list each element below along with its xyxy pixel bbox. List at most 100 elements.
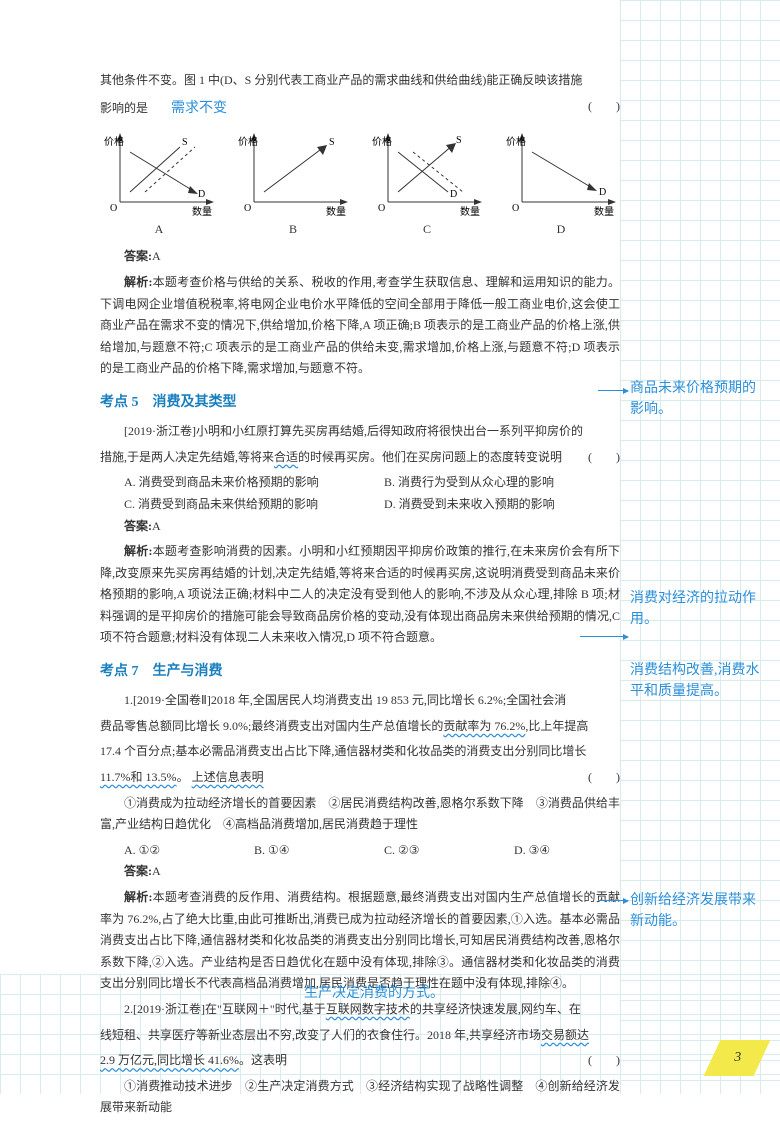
arrow-kp7c [598, 900, 628, 901]
kp7-heading: 考点 7 生产与消费 [100, 659, 620, 684]
kp7-q2-s2a: 线短租、共享医疗等新业态层出不穷,改变了人们的衣食住行。2018 年,共享经济市… [100, 1028, 541, 1042]
kp5-optC: C. 消费受到商品未来供给预期的影响 [100, 494, 360, 516]
kp5-stem2c: 的时候再买房。他们在买房问题上的态度转变说明 [298, 450, 562, 464]
kp7-q1-s4b: 。 [177, 770, 189, 784]
kp7-q1-paren: ( ) [588, 767, 620, 789]
kp7-q1-optA: A. ①② [100, 840, 230, 862]
svg-text:价格: 价格 [104, 135, 124, 148]
kp7-q1-opts: A. ①② B. ①④ C. ②③ D. ③④ [100, 840, 620, 862]
chart-a-svg: 价格 数量 O D S [100, 127, 218, 217]
svg-text:数量: 数量 [460, 205, 480, 217]
chart-b: 价格 数量 O S B [234, 127, 352, 241]
kp7-q1-s4c: 上述信息表明 [192, 770, 264, 784]
main-content: 其他条件不变。图 1 中(D、S 分别代表工商业产品的需求曲线和供给曲线)能正确… [100, 70, 620, 1123]
intro-line1: 其他条件不变。图 1 中(D、S 分别代表工商业产品的需求曲线和供给曲线)能正确… [100, 70, 620, 92]
svg-text:O: O [244, 203, 251, 214]
hw-note-kp7b: 消费结构改善,消费水平和质量提高。 [630, 660, 760, 702]
kp7-q1-ana-label: 解析: [124, 890, 152, 904]
kp7-q1-s2a: 费品零售总额同比增长 9.0%;最终消费支出对国内生产总值增长的 [100, 719, 443, 733]
kp7-q1-optB: B. ①④ [230, 840, 360, 862]
kp5-optA: A. 消费受到商品未来价格预期的影响 [100, 472, 360, 494]
kp7-q1-circ: ①消费成为拉动经济增长的首要因素 ②居民消费结构改善,恩格尔系数下降 ③消费品供… [100, 793, 620, 836]
kp5-paren: ( ) [588, 447, 620, 469]
page-number: 3 [734, 1045, 741, 1070]
chart-a-label: A [100, 219, 218, 241]
kp7-q2-stem3: 2.9 万亿元,同比增长 41.6%。这表明 ( ) [100, 1050, 620, 1072]
kp5-ans-v: A [152, 519, 161, 533]
svg-text:S: S [182, 137, 188, 148]
hw-note-kp7c: 创新给经济发展带来新动能。 [630, 890, 760, 932]
kp7-q1-s3: 17.4 个百分点;基本必需品消费支出占比下降,通信器材类和化妆品类的消费支出分… [100, 741, 620, 763]
kp7-q1-s2c: ,比上年提高 [525, 719, 588, 733]
kp5-optD: D. 消费受到未来收入预期的影响 [360, 494, 620, 516]
kp5-stem2: 措施,于是两人决定先结婚,等将来合适的时候再买房。他们在买房问题上的态度转变说明… [100, 447, 620, 469]
kp7-q1-ans-label: 答案: [124, 864, 152, 878]
kp5-ans-label: 答案: [124, 519, 152, 533]
kp5-stem1: [2019·浙江卷]小明和小红原打算先买房再结婚,后得知政府将很快出台一系列平抑… [100, 421, 620, 443]
svg-text:价格: 价格 [506, 135, 526, 148]
kp7-q2-stem2: 线短租、共享医疗等新业态层出不穷,改变了人们的衣食住行。2018 年,共享经济市… [100, 1025, 620, 1047]
answer-label: 答案: [124, 249, 152, 263]
kp7-q2-paren: ( ) [588, 1050, 620, 1072]
paren-blank-0: ( ) [588, 96, 620, 118]
kp5-ans: 答案:A [100, 516, 620, 538]
kp7-q1-ans: 答案:A [100, 861, 620, 883]
svg-text:D: D [450, 189, 457, 200]
intro-line2: 影响的是 需求不变 ( ) [100, 96, 620, 121]
kp7-q1-s1: 1.[2019·全国卷Ⅱ]2018 年,全国居民人均消费支出 19 853 元,… [100, 690, 620, 712]
svg-text:数量: 数量 [594, 205, 614, 217]
svg-text:D: D [198, 189, 205, 200]
kp7-q1-s2b: 贡献率为 76.2% [443, 719, 525, 733]
kp7-q1-ans-v: A [152, 864, 161, 878]
chart-d-svg: 价格 数量 O D [502, 127, 620, 217]
svg-text:价格: 价格 [372, 135, 392, 148]
kp7-q1-ana-text: 本题考查消费的反作用、消费结构。根据题意,最终消费支出对国内生产总值增长的贡献率… [100, 890, 620, 990]
kp7-q2-stem1: 生产决定消费的方式。 2.[2019·浙江卷]在"互联网＋"时代,基于互联网数字… [100, 999, 620, 1021]
kp7-q1-optC: C. ②③ [360, 840, 490, 862]
svg-text:D: D [599, 187, 606, 198]
svg-text:数量: 数量 [192, 205, 212, 217]
q1-analysis-text: 本题考查价格与供给的关系、税收的作用,考查学生获取信息、理解和运用知识的能力。下… [100, 275, 620, 375]
kp5-ana-label: 解析: [124, 544, 152, 558]
svg-text:O: O [378, 203, 385, 214]
kp7-q2-s2b: 交易额达 [541, 1028, 589, 1042]
kp7-q2-circ: ①消费推动技术进步 ②生产决定消费方式 ③经济结构实现了战略性调整 ④创新给经济… [100, 1076, 620, 1119]
hw-demand-unchanged: 需求不变 [171, 101, 227, 116]
svg-text:价格: 价格 [238, 135, 258, 148]
chart-c-label: C [368, 219, 486, 241]
hw-note-kp7a: 消费对经济的拉动作用。 [630, 588, 760, 630]
arrow-kp7a [580, 636, 628, 637]
chart-d: 价格 数量 O D D [502, 127, 620, 241]
kp7-q2-s3b: 。这表明 [239, 1053, 287, 1067]
kp7-q1-analysis: 解析:本题考查消费的反作用、消费结构。根据题意,最终消费支出对国内生产总值增长的… [100, 887, 620, 995]
chart-d-label: D [502, 219, 620, 241]
page-number-badge: 3 [712, 1040, 762, 1076]
hw-note-kp5: 商品未来价格预期的影响。 [630, 378, 760, 420]
kp5-ana-text: 本题考查影响消费的因素。小明和小红预期因平抑房价政策的推行,在未来房价会有所下降… [100, 544, 620, 644]
chart-c: 价格 数量 O S D C [368, 127, 486, 241]
q1-analysis: 解析:本题考查价格与供给的关系、税收的作用,考查学生获取信息、理解和运用知识的能… [100, 272, 620, 380]
q1-answer-val: A [152, 249, 161, 263]
kp7-q1-s4: 11.7%和 13.5%。 上述信息表明 ( ) [100, 767, 620, 789]
kp7-q1-s2: 费品零售总额同比增长 9.0%;最终消费支出对国内生产总值增长的贡献率为 76.… [100, 716, 620, 738]
kp5-analysis: 解析:本题考查影响消费的因素。小明和小红预期因平抑房价政策的推行,在未来房价会有… [100, 541, 620, 649]
svg-text:S: S [329, 137, 335, 148]
kp5-opts: A. 消费受到商品未来价格预期的影响 B. 消费行为受到从众心理的影响 C. 消… [100, 472, 620, 515]
analysis-label: 解析: [124, 275, 152, 289]
kp5-heading: 考点 5 消费及其类型 [100, 390, 620, 415]
kp5-stem2a: 措施,于是两人决定先结婚,等将来 [100, 450, 274, 464]
arrow-kp5 [598, 390, 628, 391]
hw-produce-decide: 生产决定消费的方式。 [280, 981, 444, 1006]
chart-c-svg: 价格 数量 O S D [368, 127, 486, 217]
kp7-q1-s4a: 11.7%和 13.5% [100, 770, 177, 784]
intro-line2-text: 影响的是 [100, 101, 148, 115]
kp5-optB: B. 消费行为受到从众心理的影响 [360, 472, 620, 494]
kp7-q1-optD: D. ③④ [490, 840, 620, 862]
chart-a: 价格 数量 O D S A [100, 127, 218, 241]
chart-b-svg: 价格 数量 O S [234, 127, 352, 217]
q1-answer: 答案:A [100, 246, 620, 268]
svg-text:O: O [512, 203, 519, 214]
svg-text:O: O [110, 203, 117, 214]
chart-row: 价格 数量 O D S A [100, 127, 620, 241]
kp7-q2-s3a: 2.9 万亿元,同比增长 41.6% [100, 1053, 239, 1067]
